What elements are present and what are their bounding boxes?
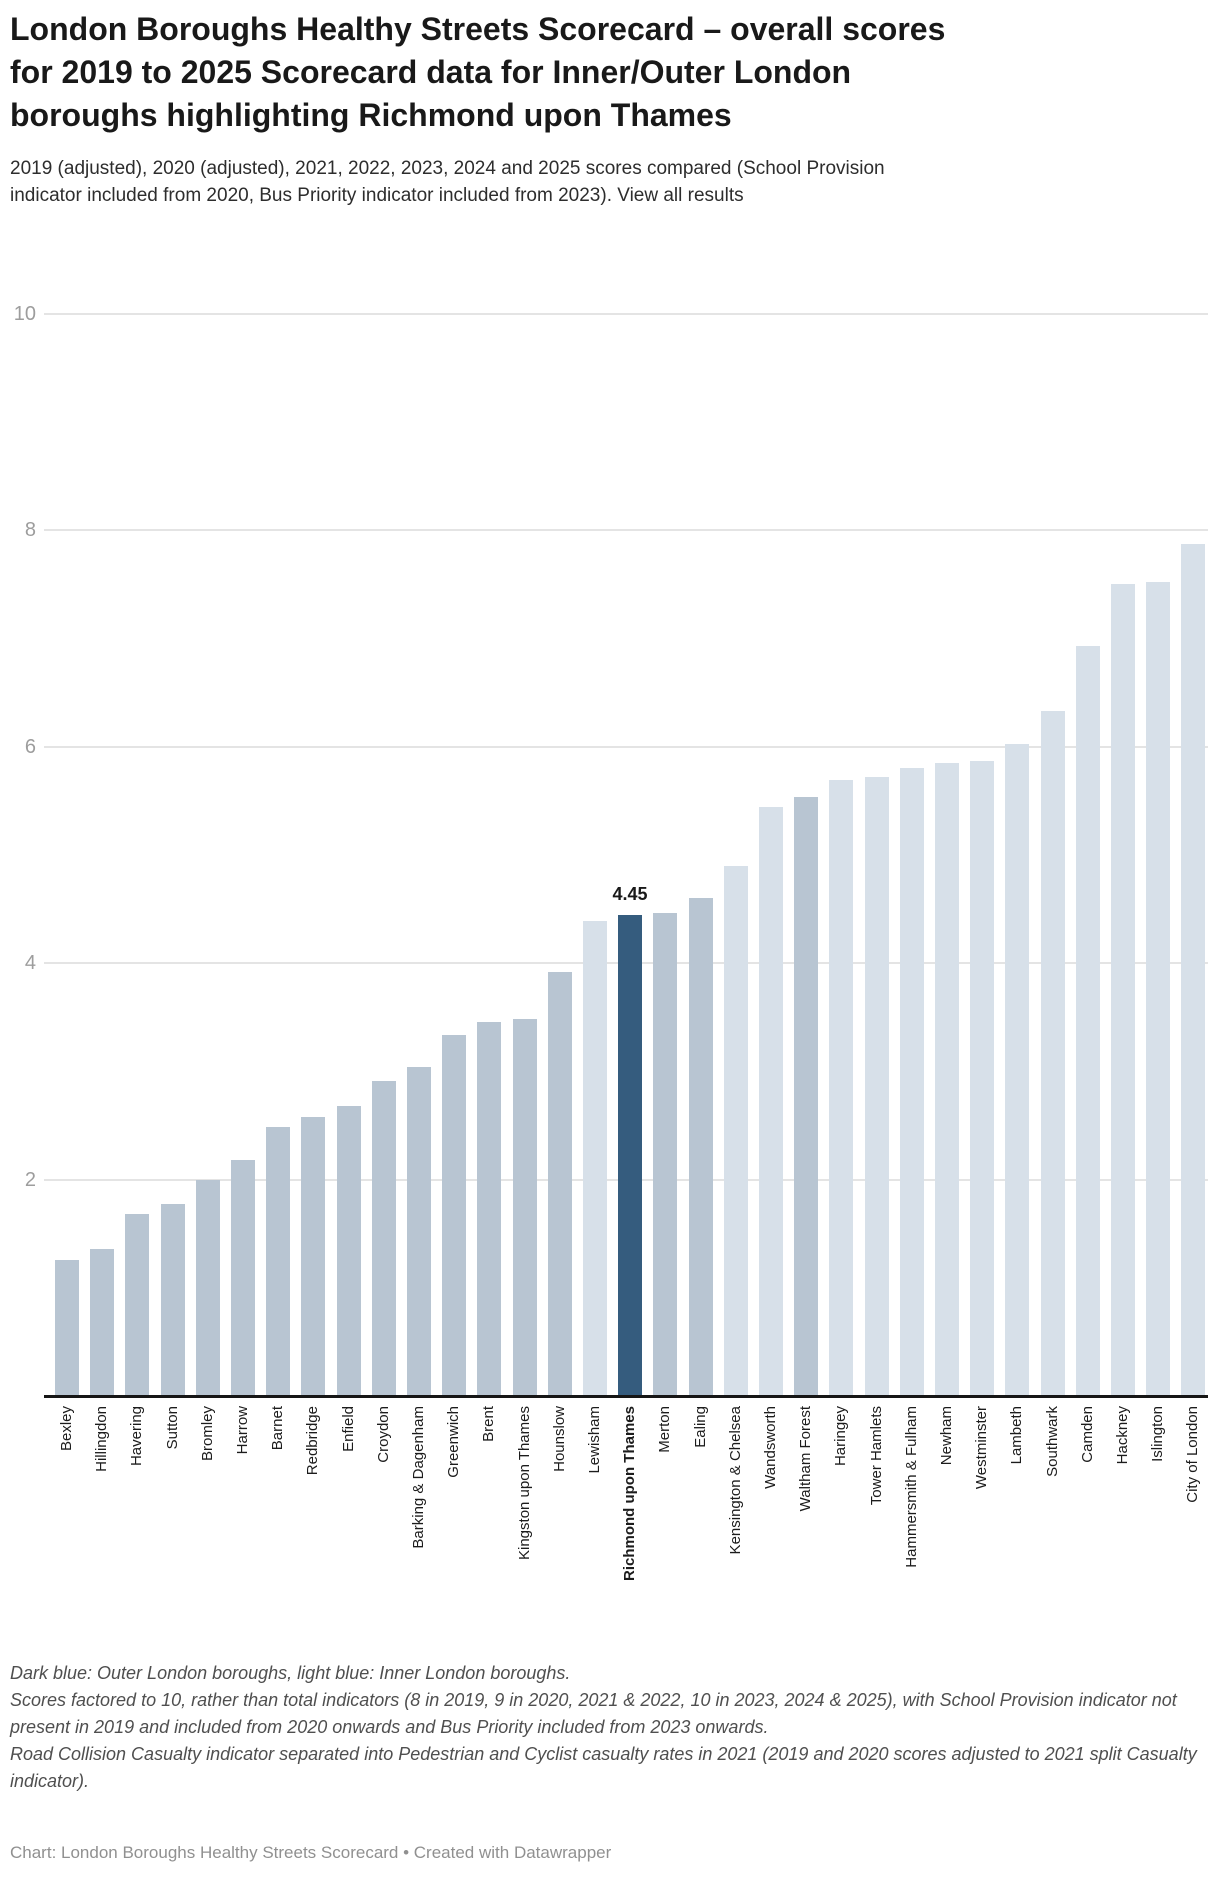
x-axis-label-islington: Islington — [1149, 1406, 1166, 1462]
y-axis-tick-label-6: 6 — [24, 736, 36, 758]
bar-sutton[interactable] — [161, 1204, 185, 1396]
gridline-y-8 — [44, 529, 1208, 531]
x-axis-label-ealing: Ealing — [692, 1406, 709, 1448]
bar-camden[interactable] — [1076, 646, 1100, 1396]
x-axis-label-enfield: Enfield — [340, 1406, 357, 1452]
x-axis-label-waltham-forest: Waltham Forest — [797, 1406, 814, 1512]
note-score-factoring: Scores factored to 10, rather than total… — [10, 1690, 1177, 1737]
gridline-y-6 — [44, 746, 1208, 748]
x-axis-line — [44, 1395, 1208, 1398]
x-axis-label-croydon: Croydon — [375, 1406, 392, 1463]
bar-hounslow[interactable] — [548, 972, 572, 1396]
y-axis-tick-label-4: 4 — [24, 952, 36, 974]
x-axis-label-richmond-upon-thames: Richmond upon Thames — [621, 1406, 638, 1582]
x-axis-label-greenwich: Greenwich — [445, 1406, 462, 1478]
bar-city-of-london[interactable] — [1181, 544, 1205, 1396]
x-axis-label-southwark: Southwark — [1044, 1406, 1061, 1477]
bar-wandsworth[interactable] — [759, 807, 783, 1396]
x-axis-label-camden: Camden — [1079, 1406, 1096, 1463]
x-axis-label-harrow: Harrow — [234, 1406, 251, 1455]
bar-hammersmith-and-fulham[interactable] — [900, 768, 924, 1396]
x-axis-label-hackney: Hackney — [1114, 1406, 1131, 1465]
x-axis-label-bromley: Bromley — [199, 1406, 216, 1462]
bar-waltham-forest[interactable] — [794, 797, 818, 1396]
x-axis-label-sutton: Sutton — [164, 1406, 181, 1450]
gridline-y-10 — [44, 313, 1208, 315]
x-axis-label-brent: Brent — [480, 1406, 497, 1442]
x-axis-label-newham: Newham — [938, 1406, 955, 1466]
view-all-results-link[interactable]: View all results — [617, 185, 744, 206]
x-axis-label-hounslow: Hounslow — [551, 1406, 568, 1472]
y-axis-tick-label-8: 8 — [24, 519, 36, 541]
bar-westminster[interactable] — [970, 761, 994, 1396]
x-axis-label-barnet: Barnet — [269, 1406, 286, 1451]
highlight-value-label: 4.45 — [612, 884, 648, 904]
bar-croydon[interactable] — [372, 1081, 396, 1396]
bar-merton[interactable] — [653, 913, 677, 1396]
x-axis-label-lewisham: Lewisham — [586, 1406, 603, 1474]
x-axis-label-hillingdon: Hillingdon — [93, 1406, 110, 1472]
bar-bexley[interactable] — [55, 1260, 79, 1396]
x-axis-label-bexley: Bexley — [58, 1406, 75, 1452]
x-axis-label-westminster: Westminster — [973, 1406, 990, 1490]
bar-islington[interactable] — [1146, 582, 1170, 1396]
bar-kensington-and-chelsea[interactable] — [724, 866, 748, 1396]
chart-description-text: 2019 (adjusted), 2020 (adjusted), 2021, … — [10, 158, 885, 206]
bar-greenwich[interactable] — [442, 1035, 466, 1396]
x-axis-label-kingston-upon-thames: Kingston upon Thames — [516, 1406, 533, 1560]
bar-hillingdon[interactable] — [90, 1249, 114, 1396]
bar-kingston-upon-thames[interactable] — [513, 1019, 537, 1396]
x-axis-label-city-of-london: City of London — [1184, 1406, 1201, 1503]
bar-havering[interactable] — [125, 1214, 149, 1396]
bar-barking-and-dagenham[interactable] — [407, 1067, 431, 1396]
bar-enfield[interactable] — [337, 1106, 361, 1396]
x-axis-label-hammersmith-and-fulham: Hammersmith & Fulham — [903, 1406, 920, 1568]
note-casualty-indicator: Road Collision Casualty indicator separa… — [10, 1744, 1197, 1791]
x-axis-label-wandsworth: Wandsworth — [762, 1406, 779, 1489]
chart-description: 2019 (adjusted), 2020 (adjusted), 2021, … — [10, 155, 930, 209]
bar-tower-hamlets[interactable] — [865, 777, 889, 1396]
bar-redbridge[interactable] — [301, 1117, 325, 1396]
bar-lewisham[interactable] — [583, 921, 607, 1396]
x-axis-label-haringey: Haringey — [832, 1406, 849, 1467]
bar-barnet[interactable] — [266, 1127, 290, 1396]
y-axis-tick-label-10: 10 — [13, 303, 36, 325]
x-axis-label-lambeth: Lambeth — [1008, 1406, 1025, 1465]
note-borough-colors: Dark blue: Outer London boroughs, light … — [10, 1663, 571, 1683]
bar-lambeth[interactable] — [1005, 744, 1029, 1396]
bar-richmond-upon-thames[interactable] — [618, 915, 642, 1396]
chart-title: London Boroughs Healthy Streets Scorecar… — [10, 11, 946, 133]
y-axis-tick-label-2: 2 — [24, 1169, 36, 1191]
bar-harrow[interactable] — [231, 1160, 255, 1396]
x-axis-labels: Bexley Hillingdon Havering Sutton Bromley Har… — [0, 1406, 1220, 1642]
bar-bromley[interactable] — [196, 1180, 220, 1396]
x-axis-label-merton: Merton — [656, 1406, 673, 1453]
bar-ealing[interactable] — [689, 898, 713, 1396]
bar-hackney[interactable] — [1111, 584, 1135, 1396]
x-axis-label-redbridge: Redbridge — [304, 1406, 321, 1476]
bar-haringey[interactable] — [829, 780, 853, 1396]
bar-southwark[interactable] — [1041, 711, 1065, 1396]
bar-brent[interactable] — [477, 1022, 501, 1396]
x-axis-label-tower-hamlets: Tower Hamlets — [868, 1406, 885, 1506]
x-axis-label-barking-and-dagenham: Barking & Dagenham — [410, 1406, 427, 1549]
bar-newham[interactable] — [935, 763, 959, 1396]
chart-notes: Dark blue: Outer London boroughs, light … — [10, 1660, 1214, 1795]
x-axis-label-havering: Havering — [128, 1406, 145, 1467]
chart-attribution: Chart: London Boroughs Healthy Streets S… — [10, 1843, 612, 1862]
x-axis-label-kensington-and-chelsea: Kensington & Chelsea — [727, 1406, 744, 1555]
